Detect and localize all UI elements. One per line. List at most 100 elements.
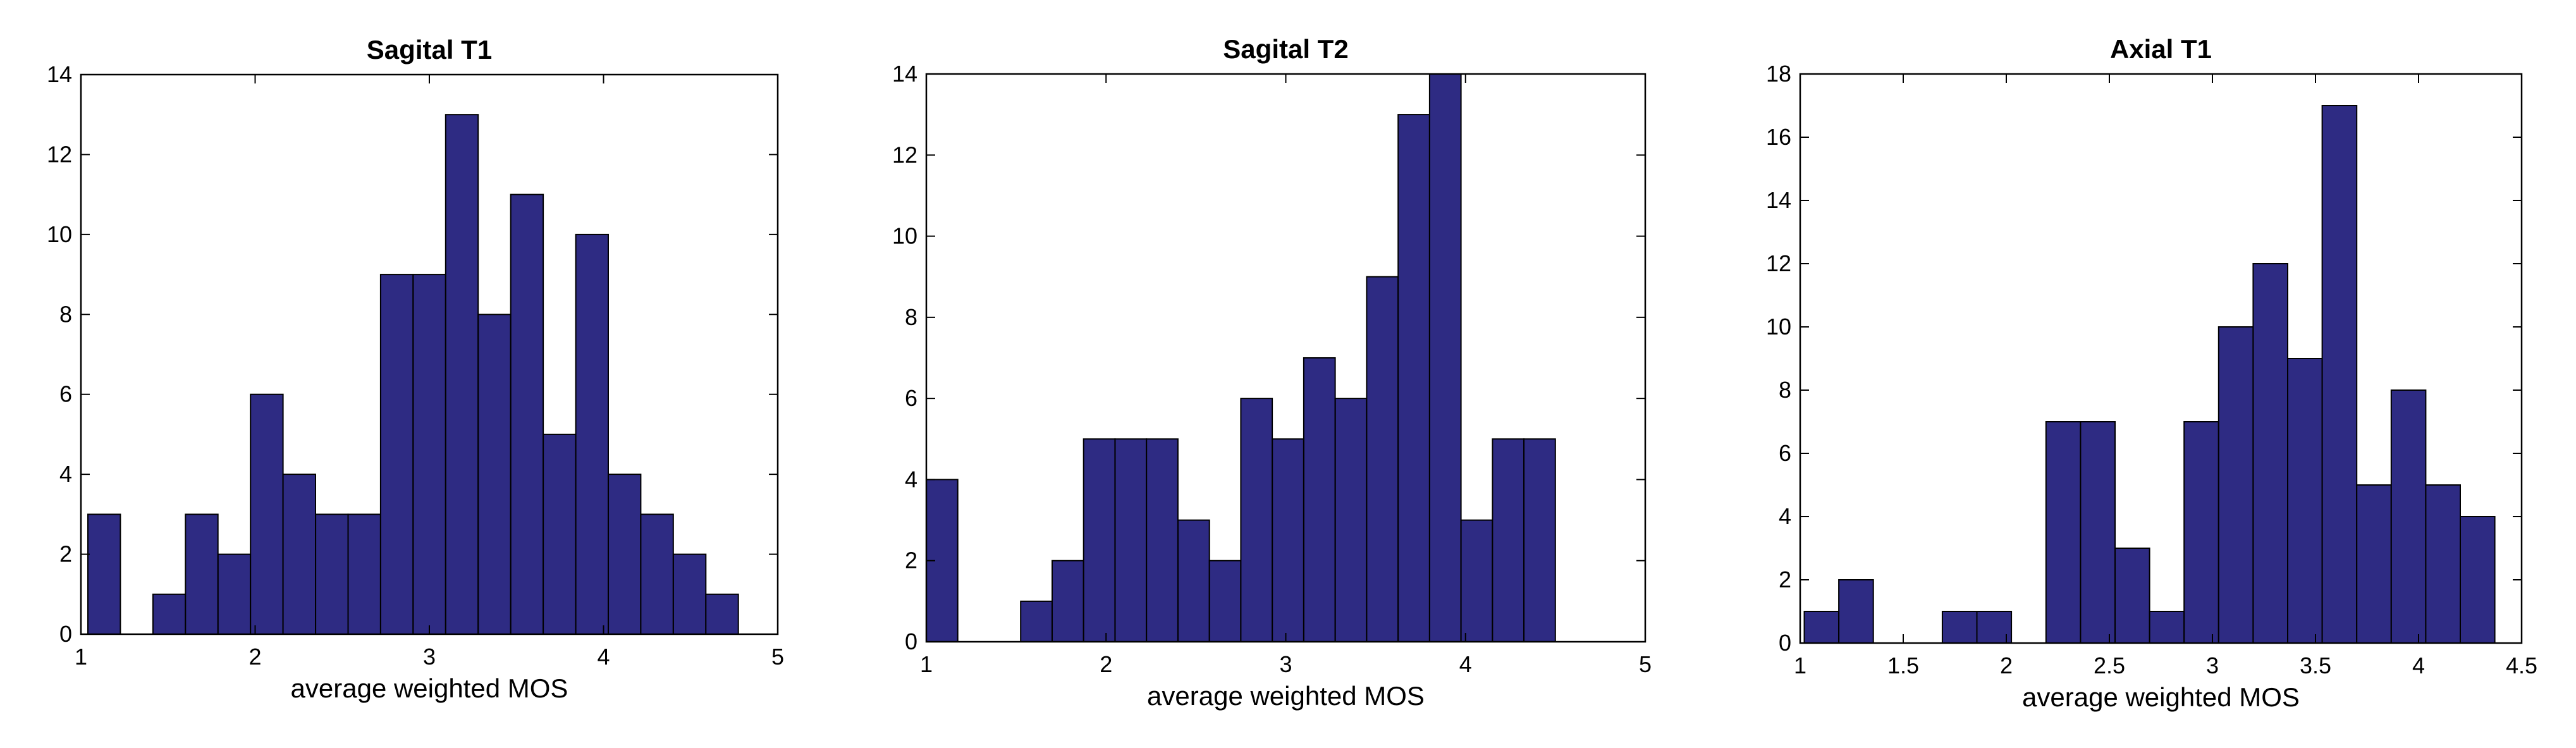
histogram-bar <box>87 513 121 635</box>
y-tick-label: 4 <box>59 461 72 487</box>
x-tick-label: 4 <box>597 644 610 670</box>
y-tick-label: 0 <box>59 621 72 647</box>
histogram-bar <box>672 553 707 635</box>
y-tick-label: 14 <box>892 61 917 87</box>
x-tick-label: 3 <box>1279 651 1292 677</box>
histogram-bar <box>2114 548 2150 644</box>
histogram-bar <box>152 593 187 635</box>
y-tick-label: 2 <box>59 541 72 567</box>
histogram-bar <box>1334 398 1368 642</box>
x-tick-label: 3 <box>2206 653 2219 678</box>
histogram-bar <box>1272 438 1304 642</box>
x-tick-label: 2 <box>1100 651 1112 677</box>
y-tick-label: 10 <box>1766 314 1791 340</box>
y-tick-label: 10 <box>47 221 72 247</box>
y-tick-label: 8 <box>1779 377 1791 403</box>
histogram-bar <box>640 513 674 635</box>
histogram-bar <box>1114 438 1148 642</box>
histogram-bar <box>347 513 381 635</box>
chart-title: Sagital T2 <box>1223 34 1348 64</box>
y-tick-label: 14 <box>1766 187 1791 213</box>
histogram-bar <box>2217 326 2254 644</box>
histogram-bar <box>1240 398 1273 642</box>
histogram-bar <box>1941 611 1978 644</box>
histogram-bar <box>1020 600 1053 643</box>
histogram-bar <box>1303 357 1336 642</box>
histogram-bar <box>1838 579 1874 644</box>
histogram-bar <box>510 193 544 635</box>
histogram-bar <box>185 513 219 635</box>
x-tick-label: 1.5 <box>1887 653 1919 678</box>
histogram-bar <box>1052 560 1084 643</box>
x-tick-label: 4 <box>1459 651 1472 677</box>
histogram-bar <box>2460 516 2496 644</box>
x-tick-label: 2 <box>248 644 261 670</box>
chart-title: Sagital T1 <box>367 35 492 64</box>
y-tick-label: 18 <box>1766 61 1791 87</box>
x-tick-label: 1 <box>75 644 87 670</box>
y-tick-label: 12 <box>892 142 917 168</box>
y-tick-label: 16 <box>1766 124 1791 150</box>
histogram-bar <box>477 314 512 635</box>
histogram-bar <box>2390 389 2427 644</box>
y-tick-label: 4 <box>1779 503 1791 529</box>
histogram-bar <box>217 553 252 635</box>
y-tick-label: 6 <box>905 385 917 411</box>
histogram-bar <box>1083 438 1116 642</box>
histogram-bar <box>575 233 609 635</box>
y-tick-label: 12 <box>1766 250 1791 276</box>
y-tick-label: 8 <box>59 301 72 327</box>
histogram-bar <box>2356 484 2392 644</box>
x-tick-label: 1 <box>920 651 933 677</box>
y-tick-label: 12 <box>47 141 72 167</box>
x-tick-label: 5 <box>1639 651 1652 677</box>
histogram-bar <box>1208 560 1242 643</box>
histogram-bar <box>2252 263 2288 644</box>
histogram-bar <box>412 274 446 635</box>
x-tick-label: 5 <box>771 644 784 670</box>
x-tick-label: 3 <box>423 644 436 670</box>
histogram-bar <box>543 433 577 635</box>
x-tick-label: 2 <box>2000 653 2013 678</box>
x-tick-label: 4.5 <box>2506 653 2537 678</box>
x-axis-label: average weighted MOS <box>291 673 568 703</box>
y-tick-label: 6 <box>59 381 72 407</box>
histogram-bar <box>1146 438 1179 642</box>
histogram-bar <box>705 593 739 635</box>
axes-frame <box>1799 73 2523 644</box>
histogram-bar <box>1460 519 1493 642</box>
histogram-bar <box>2183 421 2219 644</box>
histogram-bar <box>1177 519 1210 642</box>
histogram-bar <box>2080 421 2116 644</box>
x-tick-label: 1 <box>1794 653 1806 678</box>
x-tick-label: 3.5 <box>2300 653 2331 678</box>
chart-title: Axial T1 <box>2110 34 2212 64</box>
x-axis-label: average weighted MOS <box>2022 682 2300 712</box>
histogram-bar <box>1803 611 1840 644</box>
histogram-bar <box>1523 438 1556 642</box>
histogram-bar <box>2321 105 2358 644</box>
y-tick-label: 4 <box>905 466 917 492</box>
histogram-bar <box>445 114 479 635</box>
histogram-bar <box>315 513 349 635</box>
x-axis-label: average weighted MOS <box>1147 681 1425 711</box>
y-tick-label: 14 <box>47 61 72 87</box>
histogram-bar <box>2045 421 2082 644</box>
histogram-bar <box>250 393 284 635</box>
histogram-bar <box>1492 438 1525 642</box>
y-tick-label: 10 <box>892 223 917 249</box>
y-tick-label: 0 <box>1779 630 1791 656</box>
x-tick-label: 2.5 <box>2094 653 2125 678</box>
y-tick-label: 2 <box>1779 567 1791 592</box>
histogram-panel: 1 1.5 2 2.5 3 3.5 4 4.5 0 2 4 6 8 10 12 14 16 18 Axial T1 a… <box>1766 34 2537 712</box>
y-tick-label: 8 <box>905 304 917 330</box>
histogram-bar <box>2425 484 2461 644</box>
histogram-bar <box>1397 114 1430 643</box>
histogram-bar <box>379 274 414 635</box>
y-tick-label: 6 <box>1779 440 1791 466</box>
y-tick-label: 2 <box>905 548 917 573</box>
histogram-bar <box>2287 358 2323 644</box>
histogram-bar <box>1366 276 1399 642</box>
